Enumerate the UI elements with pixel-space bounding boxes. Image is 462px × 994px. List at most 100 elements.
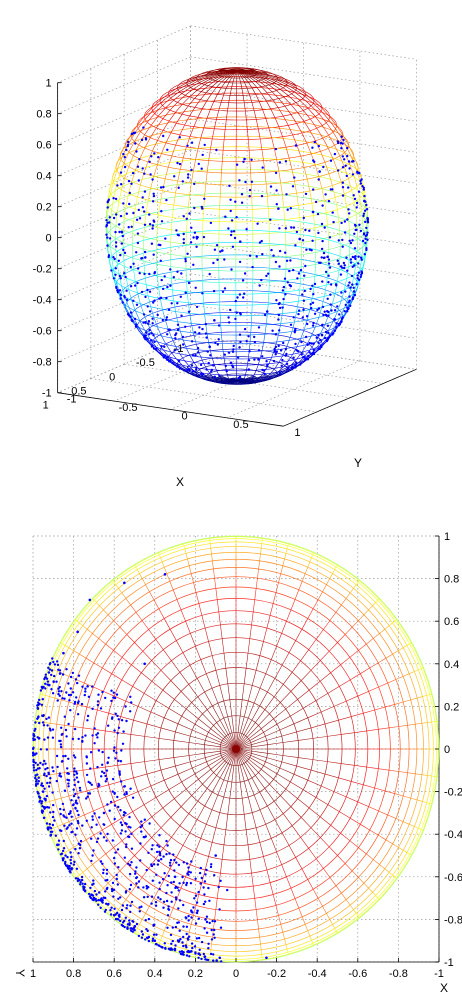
- data-point: [159, 186, 163, 189]
- data-point: [275, 350, 278, 353]
- meridian-segment: [301, 868, 309, 880]
- sphere-longitude-segment: [154, 105, 163, 114]
- sphere-longitude-segment: [173, 300, 176, 312]
- data-point: [107, 254, 111, 257]
- data-point: [126, 904, 129, 907]
- wall-gridline: [57, 149, 191, 208]
- meridian-segment: [265, 761, 280, 769]
- meridian-segment: [183, 545, 186, 550]
- meridian-segment: [267, 805, 276, 820]
- data-point: [89, 886, 92, 890]
- data-point: [125, 792, 128, 796]
- data-point: [184, 291, 187, 294]
- meridian-segment: [61, 699, 69, 703]
- sphere-longitude-segment: [256, 74, 267, 78]
- meridian-segment: [384, 625, 390, 630]
- data-point: [305, 315, 309, 318]
- data-point: [134, 142, 137, 145]
- data-point: [91, 818, 95, 821]
- meridian-segment: [309, 936, 312, 941]
- data-point: [62, 808, 65, 811]
- data-point: [359, 179, 362, 183]
- data-point: [79, 789, 82, 792]
- meridian-segment: [278, 915, 282, 925]
- data-point: [357, 278, 361, 281]
- data-point: [47, 716, 51, 719]
- data-point: [83, 890, 87, 893]
- data-point: [148, 272, 151, 276]
- meridian-segment: [241, 798, 245, 815]
- data-point: [208, 272, 211, 276]
- data-point: [35, 752, 38, 755]
- sphere-longitude-segment: [336, 125, 344, 136]
- data-point: [173, 869, 176, 872]
- data-point: [138, 910, 141, 913]
- meridian-segment: [56, 723, 65, 726]
- sphere-longitude-segment: [296, 123, 303, 134]
- data-point: [124, 275, 127, 279]
- sphere-longitude-segment: [209, 101, 215, 110]
- meridian-segment: [111, 817, 122, 825]
- data-point: [160, 345, 163, 348]
- meridian-segment: [119, 863, 128, 872]
- meridian-segment: [259, 809, 267, 825]
- sphere-longitude-segment: [241, 73, 248, 78]
- sphere-longitude-segment: [295, 102, 304, 111]
- data-point: [32, 751, 35, 754]
- data-point: [185, 217, 188, 220]
- data-point: [73, 778, 76, 781]
- sphere-longitude-segment: [217, 76, 225, 82]
- data-point: [275, 299, 278, 302]
- wall-gridline: [57, 273, 191, 332]
- sphere-longitude-segment: [340, 289, 345, 301]
- data-point: [315, 336, 318, 339]
- data-point: [134, 872, 137, 875]
- data-point: [76, 713, 80, 716]
- meridian-segment: [245, 762, 256, 776]
- sphere-longitude-segment: [315, 116, 323, 126]
- sphere-longitude-segment: [328, 148, 334, 160]
- data-point: [195, 305, 199, 309]
- sphere-longitude-segment: [257, 73, 268, 77]
- meridian-segment: [113, 620, 121, 628]
- data-point: [311, 301, 315, 304]
- data-point: [190, 916, 193, 919]
- data-point: [123, 272, 126, 275]
- sphere-longitude-segment: [251, 381, 259, 384]
- data-point: [181, 875, 184, 879]
- sphere-longitude-segment: [194, 91, 202, 99]
- meridian-segment: [173, 740, 190, 743]
- meridian-segment: [99, 887, 104, 893]
- data-point: [56, 663, 60, 667]
- data-point: [69, 675, 73, 679]
- sphere-longitude-segment: [168, 89, 179, 97]
- meridian-segment: [385, 839, 393, 845]
- data-point: [130, 861, 133, 864]
- data-point: [67, 682, 70, 685]
- data-point: [236, 356, 240, 359]
- sphere-longitude-segment: [186, 206, 189, 220]
- data-point: [331, 188, 334, 191]
- meridian-segment: [282, 755, 299, 758]
- data-point: [76, 630, 79, 634]
- meridian-segment: [275, 582, 279, 593]
- meridian-segment: [151, 660, 162, 671]
- sphere-longitude-segment: [213, 94, 218, 102]
- data-point: [130, 182, 133, 185]
- meridian-segment: [368, 605, 373, 611]
- data-point: [51, 728, 55, 731]
- data-point: [336, 259, 339, 262]
- meridian-segment: [223, 764, 231, 780]
- data-point: [114, 851, 117, 854]
- data-point: [75, 776, 79, 779]
- data-point: [36, 736, 39, 739]
- sphere-longitude-segment: [171, 278, 173, 290]
- data-point: [159, 854, 162, 857]
- data-point: [75, 827, 79, 830]
- sphere-longitude-segment: [123, 254, 125, 267]
- data-point: [116, 883, 120, 886]
- sphere-longitude-segment: [168, 112, 176, 122]
- meridian-segment: [146, 723, 162, 729]
- meridian-segment: [247, 638, 251, 654]
- data-point: [340, 221, 343, 225]
